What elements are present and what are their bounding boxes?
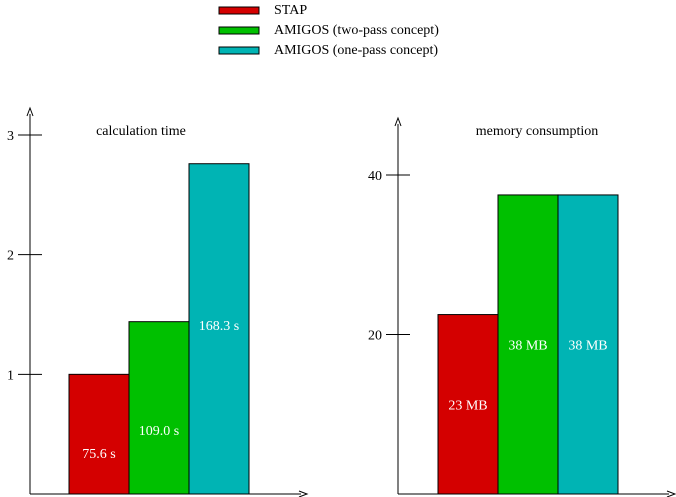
chart-panel-memory-consumption: memory consumption 23 MB 38 MB 38 MB 20 40 [368, 116, 676, 497]
legend: STAP AMIGOS (two-pass concept) AMIGOS (one… [218, 3, 439, 58]
bar-data-label-2: 168.3 s [199, 319, 239, 334]
y-tick-label-0: 1 [7, 368, 14, 383]
bar-0 [68, 373, 130, 495]
bar-data-label-1: 109.0 s [139, 424, 179, 439]
y-tick-label-2: 3 [7, 129, 14, 144]
legend-label-1: AMIGOS (two-pass concept) [274, 23, 439, 38]
chart-panel-calculation-time: calculation time 75.6 s 109.0 s 168.3 s 1 2 3 [7, 106, 309, 497]
panel-title: memory consumption [476, 124, 599, 139]
bar-2 [557, 194, 619, 495]
legend-swatch-2 [218, 46, 260, 55]
bar-data-label-0: 23 MB [448, 398, 487, 413]
y-axis-arrow [394, 116, 402, 127]
bar-data-label-1: 38 MB [508, 338, 547, 353]
legend-swatch-0 [218, 6, 260, 15]
y-axis-arrow [26, 106, 34, 117]
bar-data-label-2: 38 MB [568, 338, 607, 353]
bar-1 [497, 194, 559, 495]
panel-title: calculation time [96, 124, 186, 139]
bar-0 [437, 314, 499, 495]
x-axis-arrow [298, 490, 309, 497]
legend-swatch-1 [218, 26, 260, 35]
bar-1 [128, 321, 190, 495]
y-tick-label-1: 2 [7, 249, 14, 264]
bar-2 [188, 163, 250, 495]
legend-label-0: STAP [274, 3, 307, 18]
legend-label-2: AMIGOS (one-pass concept) [274, 43, 438, 58]
y-tick-label-0: 20 [368, 329, 382, 344]
bar-data-label-0: 75.6 s [82, 447, 115, 462]
y-tick-label-1: 40 [368, 169, 382, 184]
x-axis-arrow [666, 490, 676, 497]
